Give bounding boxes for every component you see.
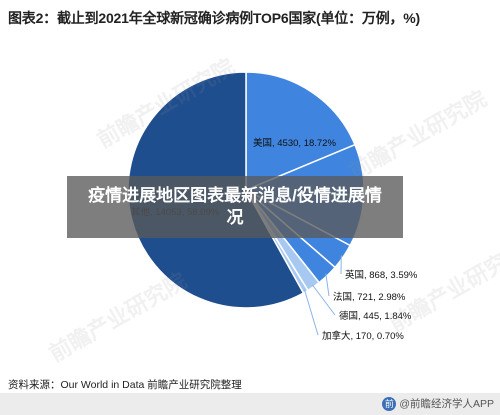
data-label-法国: 法国, 721, 2.98% (333, 291, 406, 303)
source-note: 资料来源：Our World in Data 前瞻产业研究院整理 (8, 379, 242, 391)
data-label-加拿大: 加拿大, 170, 0.70% (322, 330, 404, 342)
qianzhan-logo-icon: 前 (382, 396, 397, 411)
data-label-英国: 英国, 868, 3.59% (345, 269, 418, 281)
chart-title: 图表2：截止到2021年全球新冠确诊病例TOP6国家(单位：万例，%) (8, 10, 421, 26)
footer-bar: 前 @前瞻经济学人APP (0, 393, 500, 415)
data-label-德国: 德国, 445, 1.84% (339, 310, 412, 322)
headline-overlay[interactable]: 疫情进展地区图表最新消息/役情进展情况 (67, 176, 403, 238)
app-badge[interactable]: 前 @前瞻经济学人APP (382, 396, 494, 411)
leader-line-加拿大 (304, 289, 319, 336)
data-label-美国: 美国, 4530, 18.72% (253, 137, 336, 149)
leader-line-法国 (325, 273, 330, 297)
pie-slice-美国 (245, 71, 356, 192)
app-badge-label: @前瞻经济学人APP (399, 398, 494, 410)
headline-text: 疫情进展地区图表最新消息/役情进展情况 (88, 186, 382, 227)
leader-line-德国 (311, 284, 336, 316)
